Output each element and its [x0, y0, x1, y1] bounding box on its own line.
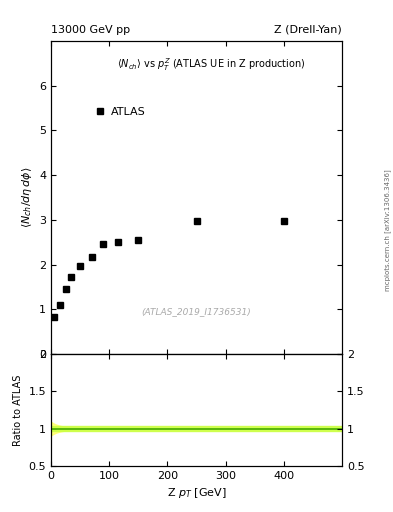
ATLAS [63, 286, 68, 292]
Legend: ATLAS: ATLAS [92, 103, 150, 122]
ATLAS [101, 242, 106, 248]
ATLAS [57, 302, 62, 308]
Text: Z (Drell-Yan): Z (Drell-Yan) [274, 25, 342, 35]
ATLAS [78, 263, 83, 269]
Y-axis label: $\langle N_{ch}/d\eta\, d\phi\rangle$: $\langle N_{ch}/d\eta\, d\phi\rangle$ [20, 167, 33, 228]
ATLAS [116, 239, 120, 245]
Bar [51, 426, 342, 431]
ATLAS [194, 218, 199, 224]
ATLAS [281, 218, 286, 224]
ATLAS [51, 314, 56, 321]
Text: mcplots.cern.ch [arXiv:1306.3436]: mcplots.cern.ch [arXiv:1306.3436] [384, 169, 391, 291]
Text: 13000 GeV pp: 13000 GeV pp [51, 25, 130, 35]
ATLAS [136, 237, 141, 243]
Line: ATLAS: ATLAS [51, 218, 287, 321]
Text: (ATLAS_2019_I1736531): (ATLAS_2019_I1736531) [141, 308, 252, 316]
Y-axis label: Ratio to ATLAS: Ratio to ATLAS [13, 374, 23, 445]
ATLAS [69, 273, 74, 280]
X-axis label: Z $p_T$ [GeV]: Z $p_T$ [GeV] [167, 486, 226, 500]
ATLAS [90, 253, 94, 260]
Text: $\langle N_{ch}\rangle$ vs $p_T^Z$ (ATLAS UE in Z production): $\langle N_{ch}\rangle$ vs $p_T^Z$ (ATLA… [117, 57, 305, 73]
